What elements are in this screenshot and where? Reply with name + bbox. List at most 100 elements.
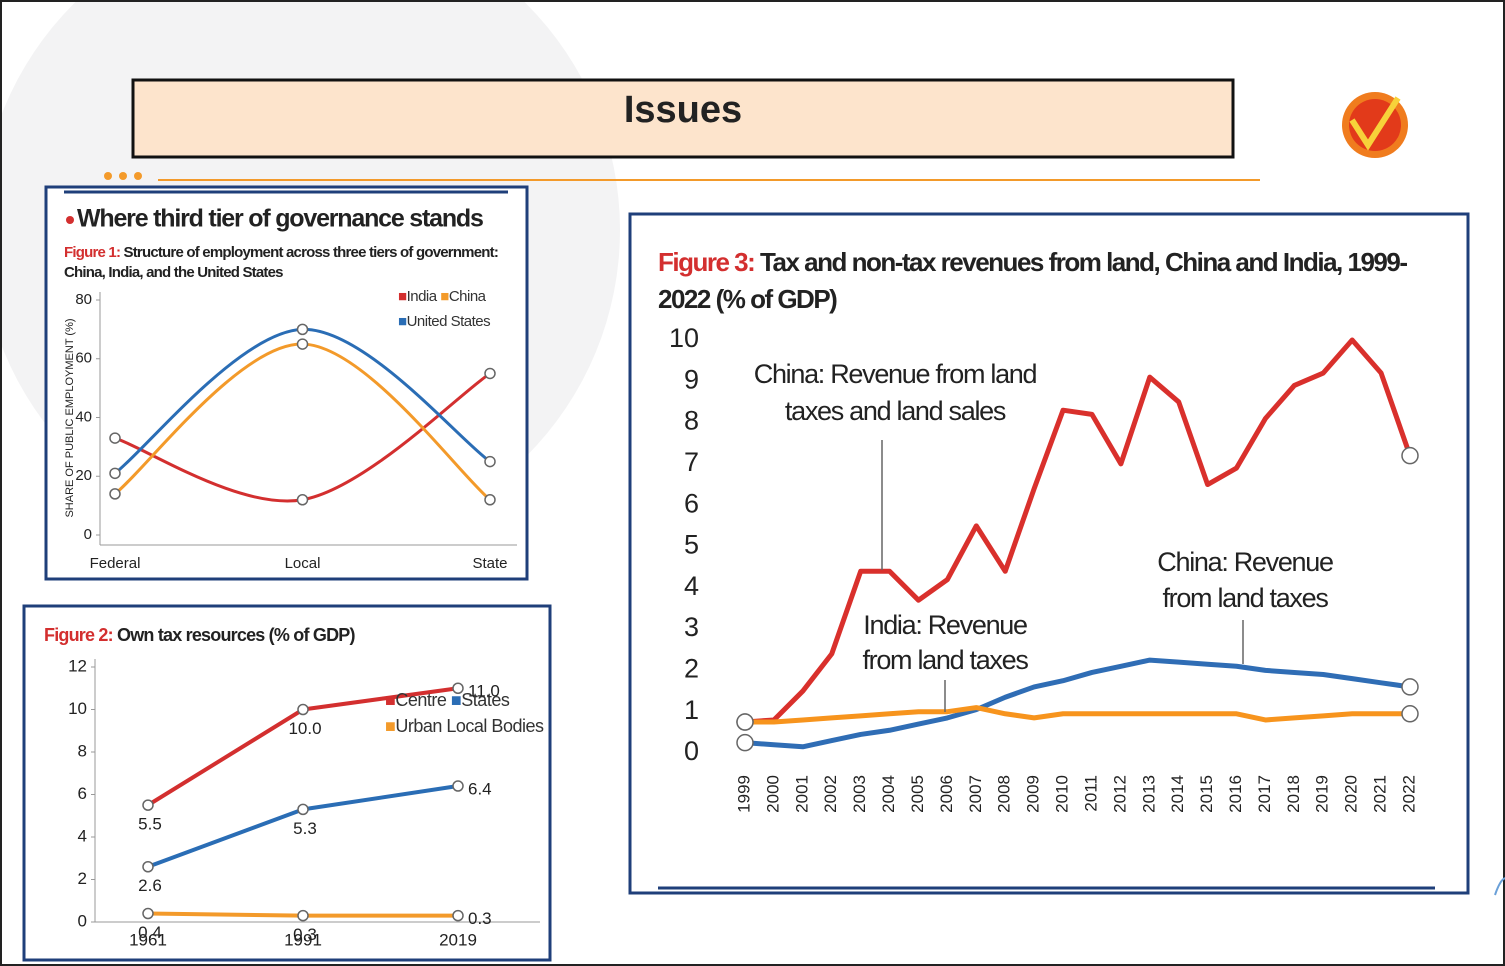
chart-title: Figure 1: Structure of employment across… bbox=[64, 244, 498, 261]
header-box bbox=[131, 78, 1235, 159]
point-marker bbox=[142, 907, 154, 920]
chart-title: China, India, and the United States bbox=[64, 264, 283, 281]
x-tick-label: 2003 bbox=[850, 775, 869, 813]
title-text: Structure of employment across three tie… bbox=[124, 244, 499, 261]
y-tick-label: 80 bbox=[75, 291, 92, 308]
point-marker bbox=[142, 861, 154, 873]
x-tick-label: 2002 bbox=[821, 775, 840, 813]
x-tick-label: 2008 bbox=[995, 775, 1014, 813]
chart-3: Figure 3: Tax and non-tax revenues from … bbox=[628, 212, 1470, 895]
legend-label: India bbox=[407, 288, 438, 305]
y-tick-label: 10 bbox=[669, 323, 699, 353]
title-text: 2022 (% of GDP) bbox=[658, 284, 837, 314]
x-tick-label: 2000 bbox=[763, 775, 782, 813]
x-tick-label: 2004 bbox=[879, 775, 898, 813]
y-tick-label: 2 bbox=[684, 654, 699, 684]
x-tick-label: 2021 bbox=[1371, 775, 1390, 813]
chart-2: Figure 2: Own tax resources (% of GDP) 0 2… bbox=[22, 604, 552, 962]
logo bbox=[1342, 92, 1408, 158]
point-marker bbox=[1401, 705, 1419, 723]
chart-title: Figure 3: Tax and non-tax revenues from … bbox=[658, 247, 1407, 277]
point-marker bbox=[296, 338, 309, 350]
y-tick-label: 7 bbox=[684, 447, 699, 477]
x-tick-label: 2010 bbox=[1053, 775, 1072, 813]
y-tick-label: 0 bbox=[78, 911, 87, 930]
point-marker bbox=[736, 733, 754, 752]
x-tick-label: State bbox=[472, 555, 507, 572]
legend-label: United States bbox=[407, 313, 491, 330]
x-tick-label: 2014 bbox=[1168, 775, 1187, 813]
x-tick-label: 1961 bbox=[129, 930, 167, 949]
x-tick-label: 2015 bbox=[1197, 775, 1216, 813]
x-tick-label: 2019 bbox=[1313, 775, 1332, 813]
x-tick-label: 2001 bbox=[792, 775, 811, 813]
value-label: 2.6 bbox=[138, 876, 162, 895]
y-tick-label: 5 bbox=[684, 530, 699, 560]
logo-check bbox=[1349, 96, 1401, 151]
point-marker bbox=[452, 682, 464, 694]
x-tick-label: 2012 bbox=[1110, 775, 1129, 813]
x-tick-label: 2009 bbox=[1024, 775, 1043, 813]
legend-swatch: ■ bbox=[385, 690, 395, 710]
y-tick-label: 0 bbox=[84, 526, 92, 543]
x-tick-label: 1999 bbox=[734, 775, 753, 813]
y-tick-label: 12 bbox=[68, 656, 87, 675]
x-tick-label: 2006 bbox=[937, 775, 956, 813]
point-marker bbox=[1401, 446, 1419, 465]
y-tick-label: 0 bbox=[684, 736, 699, 766]
y-tick-label: 4 bbox=[78, 826, 87, 845]
y-tick-label: 6 bbox=[78, 784, 87, 803]
header-title: Issues bbox=[624, 89, 742, 131]
legend-row: ■Centre ■States bbox=[385, 690, 510, 710]
x-tick-label: 2020 bbox=[1342, 775, 1361, 813]
legend-label: China bbox=[449, 288, 487, 305]
point-marker bbox=[109, 467, 121, 480]
point-marker bbox=[296, 323, 309, 336]
y-tick-label: 40 bbox=[75, 408, 92, 425]
legend-row: ■Urban Local Bodies bbox=[385, 716, 544, 736]
y-axis-label: SHARE OF PUBLIC EMPLOYMENT (%) bbox=[64, 318, 76, 517]
value-label: 0.3 bbox=[293, 925, 317, 944]
x-tick-label: 2019 bbox=[439, 930, 477, 949]
legend-label: States bbox=[461, 690, 510, 710]
value-label: 6.4 bbox=[468, 779, 492, 798]
legend-swatch: ■ bbox=[398, 288, 407, 305]
chart-frame bbox=[44, 185, 529, 581]
y-tick-label: 6 bbox=[684, 488, 699, 518]
point-marker bbox=[109, 432, 121, 444]
dot bbox=[134, 172, 142, 180]
legend-swatch: ■ bbox=[385, 716, 395, 736]
legend-label: Centre bbox=[395, 690, 447, 710]
value-label: 0.4 bbox=[138, 923, 162, 942]
point-marker bbox=[484, 455, 496, 468]
point-marker bbox=[109, 488, 121, 500]
bullet bbox=[66, 216, 74, 224]
legend-swatch: ■ bbox=[440, 288, 449, 305]
annotation: India: Revenue bbox=[863, 610, 1027, 640]
figure-label: Figure 2: bbox=[44, 625, 113, 645]
y-tick-label: 1 bbox=[684, 695, 699, 725]
value-label: 11.0 bbox=[468, 682, 500, 701]
value-label: 10.0 bbox=[288, 719, 321, 738]
chart-title: 2022 (% of GDP) bbox=[658, 284, 837, 314]
x-tick-label: 2017 bbox=[1255, 775, 1274, 813]
value-label: 0.3 bbox=[468, 909, 492, 928]
x-tick-label: 2016 bbox=[1226, 775, 1245, 813]
annotation: taxes and land sales bbox=[785, 396, 1006, 426]
dot bbox=[104, 172, 112, 180]
value-label: 5.5 bbox=[138, 815, 162, 834]
annotation: from land taxes bbox=[862, 645, 1028, 675]
y-tick-label: 4 bbox=[684, 571, 699, 601]
point-marker bbox=[484, 494, 496, 506]
y-tick-label: 20 bbox=[75, 467, 92, 484]
point-marker bbox=[297, 803, 309, 816]
decor bbox=[1494, 877, 1505, 896]
dot bbox=[119, 172, 127, 180]
y-tick-label: 9 bbox=[684, 364, 699, 394]
y-tick-label: 8 bbox=[78, 741, 87, 760]
point-marker bbox=[1401, 678, 1419, 696]
annotation: China: Revenue from land bbox=[754, 359, 1037, 389]
title-text: China, India, and the United States bbox=[64, 264, 283, 281]
